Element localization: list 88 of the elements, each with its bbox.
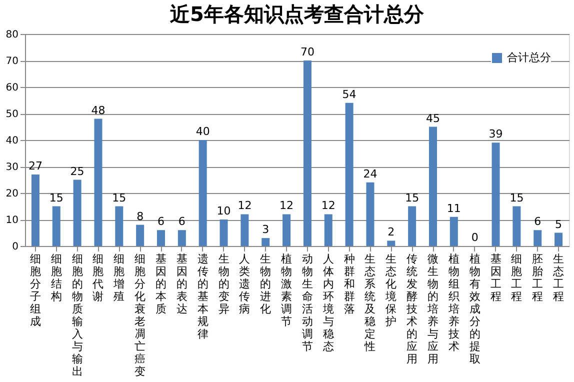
bar (345, 102, 354, 246)
x-tick-label: 动物生命活动调节 (302, 252, 313, 353)
x-tick-label: 植物激素调节 (281, 252, 292, 328)
data-label: 2 (388, 226, 395, 239)
x-tick-label: 植物组织培养技术 (447, 252, 460, 353)
x-tick-label: 生态化境保护 (384, 252, 397, 328)
bar (136, 224, 144, 246)
x-tick-label: 基因工程 (490, 252, 502, 303)
bar (115, 206, 124, 246)
legend-label: 合计总分 (507, 51, 551, 64)
bar (282, 214, 291, 246)
y-tick-label: 40 (6, 136, 18, 146)
bar (534, 230, 542, 246)
y-tick-label: 30 (6, 162, 18, 173)
x-tick-label: 生物的变异 (218, 252, 230, 316)
data-label: 15 (510, 191, 524, 204)
bar (220, 220, 228, 246)
y-tick-label: 0 (12, 242, 18, 252)
data-label: 6 (178, 215, 186, 228)
y-tick-label: 60 (6, 82, 18, 94)
bar (94, 118, 102, 246)
chart-title: 近5年各知识点考查合计总分 (169, 2, 425, 26)
data-label: 54 (342, 88, 356, 101)
bar (554, 232, 563, 246)
category-label: 植物有效成分的提取 (469, 252, 480, 366)
bar (492, 142, 500, 246)
data-label: 6 (534, 215, 542, 228)
data-label: 12 (321, 199, 336, 212)
y-tick-label: 70 (6, 56, 18, 67)
data-label: 12 (238, 199, 252, 212)
data-label: 0 (471, 231, 478, 244)
bar (450, 216, 458, 246)
bar (52, 206, 60, 246)
bar (240, 214, 249, 246)
bar (512, 206, 521, 246)
bar (157, 230, 165, 246)
data-label: 11 (446, 202, 461, 215)
data-label: 70 (300, 46, 314, 58)
bar (73, 180, 82, 246)
category-label: 微生物的培养与应用 (428, 252, 438, 366)
x-tick-label: 生态系统及稳定性 (364, 252, 376, 353)
data-label: 6 (158, 215, 164, 228)
bar (31, 174, 40, 246)
data-label: 39 (488, 128, 503, 141)
bar (387, 240, 396, 246)
x-tick-label: 细胞代谢 (92, 252, 104, 303)
bar (262, 238, 270, 246)
data-label: 48 (91, 104, 106, 117)
x-tick-label: 基因的表达 (176, 252, 188, 316)
x-tick-label: 生物的进化 (260, 252, 272, 316)
bar (324, 214, 332, 246)
data-label: 40 (196, 125, 210, 138)
y-tick-label: 50 (6, 109, 18, 120)
x-tick-label: 细胞分子组成 (30, 252, 41, 328)
x-tick-label: 基因的本质 (156, 252, 166, 316)
x-tick-label: 人体内环境与稳态 (322, 252, 334, 353)
data-label: 25 (70, 164, 84, 178)
x-tick-label: 种群和群落 (344, 252, 355, 316)
category-label: 传统发酵技术的应用 (406, 252, 418, 366)
bar (408, 206, 416, 246)
data-label: 15 (49, 191, 64, 204)
y-tick-label: 10 (6, 215, 18, 226)
x-tick-label: 遗传的基本规律 (197, 252, 208, 340)
x-tick-label: 细胞增殖 (112, 252, 125, 303)
bar (366, 182, 374, 246)
data-label: 5 (555, 218, 562, 231)
y-tick-label: 20 (6, 188, 18, 200)
category-label: 细胞分化衰老凋亡癌变 (134, 252, 146, 378)
x-tick-label: 胚胎工程 (532, 252, 544, 303)
bar (429, 126, 437, 246)
bar (303, 60, 312, 246)
data-label: 10 (216, 204, 231, 218)
bar (178, 230, 186, 246)
data-label: 15 (405, 191, 420, 204)
data-label: 8 (136, 210, 144, 223)
y-tick-label: 80 (6, 30, 18, 40)
x-tick-label: 细胞结构 (50, 252, 62, 303)
x-tick-label: 生态工程 (552, 252, 564, 303)
data-label: 3 (262, 223, 270, 236)
data-label: 24 (363, 167, 378, 180)
data-label: 12 (280, 199, 294, 212)
data-label: 45 (426, 112, 440, 125)
data-label: 15 (112, 191, 126, 204)
data-label: 27 (28, 159, 42, 172)
x-tick-label: 人类遗传病 (239, 252, 250, 316)
x-tick-label: 细胞工程 (511, 252, 522, 303)
category-label: 细胞的物质输入与输出 (72, 252, 83, 378)
bar (198, 140, 207, 246)
